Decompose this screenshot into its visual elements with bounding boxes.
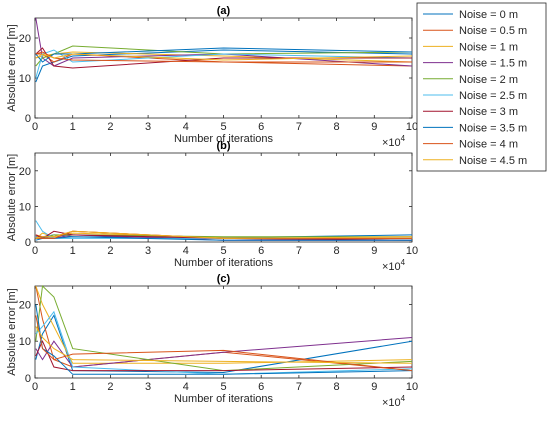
x-tick-label: 0 bbox=[32, 381, 38, 393]
series-line-9 bbox=[35, 53, 413, 61]
series-line-2 bbox=[35, 285, 413, 364]
series-line-9 bbox=[35, 230, 413, 239]
legend: Noise = 0 m Noise = 0.5 m Noise = 1 m Noise… bbox=[416, 2, 547, 172]
x-axis-label: Number of iterations bbox=[174, 257, 274, 269]
x-multiplier-exponent: 4 bbox=[401, 394, 406, 403]
x-multiplier: ×104 bbox=[382, 258, 406, 273]
x-tick-label: 3 bbox=[145, 121, 151, 133]
x-tick-label: 9 bbox=[371, 121, 377, 133]
x-tick-label: 3 bbox=[145, 245, 151, 257]
chart-panel-0: 0 1 2 3 4 5 6 7 8 9 10 0 10 20 (a) Number of iterations… bbox=[6, 5, 418, 149]
x-tick-label: 0 bbox=[32, 245, 38, 257]
legend-entry-4: Noise = 2 m bbox=[459, 74, 518, 86]
y-axis-label: Absolute error [m] bbox=[6, 154, 18, 241]
y-tick-label: 10 bbox=[19, 201, 31, 213]
x-tick-label: 5 bbox=[220, 381, 226, 393]
x-multiplier: ×104 bbox=[382, 134, 406, 149]
x-axis-label: Number of iterations bbox=[174, 133, 274, 145]
x-tick-label: 9 bbox=[371, 245, 377, 257]
legend-entry-7: Noise = 3.5 m bbox=[459, 122, 527, 134]
y-tick-label: 10 bbox=[19, 336, 31, 348]
plot-area bbox=[34, 17, 413, 119]
chart-title: (a) bbox=[217, 5, 231, 17]
x-tick-label: 6 bbox=[258, 381, 264, 393]
x-tick-label: 2 bbox=[107, 381, 113, 393]
x-tick-label: 1 bbox=[70, 381, 76, 393]
x-tick-label: 4 bbox=[183, 121, 189, 133]
x-tick-label: 10 bbox=[406, 245, 418, 257]
chart-panel-2: 0 1 2 3 4 5 6 7 8 9 10 0 10 20 (c) Number of iterations… bbox=[6, 273, 418, 409]
x-tick-label: 5 bbox=[220, 121, 226, 133]
series-line-1 bbox=[35, 285, 413, 372]
legend-entry-0: Noise = 0 m bbox=[459, 9, 518, 21]
x-axis-label: Number of iterations bbox=[174, 393, 274, 405]
x-tick-label: 8 bbox=[334, 245, 340, 257]
x-tick-label: 1 bbox=[70, 121, 76, 133]
x-tick-label: 7 bbox=[296, 381, 302, 393]
y-tick-label: 20 bbox=[19, 166, 31, 178]
x-tick-label: 2 bbox=[107, 245, 113, 257]
x-tick-label: 10 bbox=[406, 121, 418, 133]
legend-entry-6: Noise = 3 m bbox=[459, 106, 518, 118]
x-tick-label: 4 bbox=[183, 381, 189, 393]
x-tick-label: 6 bbox=[258, 121, 264, 133]
legend-entry-3: Noise = 1.5 m bbox=[459, 58, 527, 70]
series-line-8 bbox=[35, 51, 412, 63]
x-tick-label: 2 bbox=[107, 121, 113, 133]
x-tick-label: 7 bbox=[296, 121, 302, 133]
series-line-4 bbox=[35, 284, 413, 372]
x-tick-label: 8 bbox=[334, 381, 340, 393]
legend-entry-5: Noise = 2.5 m bbox=[459, 90, 527, 102]
x-tick-label: 9 bbox=[371, 381, 377, 393]
y-tick-label: 0 bbox=[25, 373, 31, 385]
legend-entry-1: Noise = 0.5 m bbox=[459, 25, 527, 37]
x-tick-label: 4 bbox=[183, 245, 189, 257]
x-tick-label: 7 bbox=[296, 245, 302, 257]
series-line-8 bbox=[35, 315, 413, 372]
x-multiplier-exponent: 4 bbox=[401, 134, 406, 143]
series-line-6 bbox=[35, 47, 412, 69]
chart-panel-1: 0 1 2 3 4 5 6 7 8 9 10 0 10 20 (b) Number of iterations… bbox=[6, 140, 418, 273]
y-axis-label: Absolute error [m] bbox=[6, 288, 18, 375]
x-multiplier-exponent: 4 bbox=[401, 258, 406, 267]
plot-area bbox=[34, 152, 413, 243]
x-tick-label: 8 bbox=[334, 121, 340, 133]
legend-box bbox=[416, 2, 547, 172]
x-tick-label: 6 bbox=[258, 245, 264, 257]
y-tick-label: 0 bbox=[25, 113, 31, 125]
chart-title: (c) bbox=[217, 273, 231, 285]
x-tick-label: 0 bbox=[32, 121, 38, 133]
x-tick-label: 10 bbox=[406, 381, 418, 393]
legend-entry-9: Noise = 4.5 m bbox=[459, 155, 527, 167]
y-tick-label: 0 bbox=[25, 237, 31, 249]
y-tick-label: 10 bbox=[19, 73, 31, 85]
chart-title: (b) bbox=[216, 140, 230, 152]
x-tick-label: 5 bbox=[220, 245, 226, 257]
series-line-9 bbox=[35, 326, 413, 364]
x-tick-label: 3 bbox=[145, 381, 151, 393]
y-tick-label: 20 bbox=[19, 299, 31, 311]
legend-entry-2: Noise = 1 m bbox=[459, 41, 518, 53]
y-tick-label: 20 bbox=[19, 33, 31, 45]
series-line-3 bbox=[35, 17, 413, 67]
x-tick-label: 1 bbox=[70, 245, 76, 257]
y-axis-label: Absolute error [m] bbox=[6, 24, 18, 111]
x-multiplier: ×104 bbox=[382, 394, 406, 409]
legend-entry-8: Noise = 4 m bbox=[459, 139, 518, 151]
series-line-7 bbox=[35, 47, 413, 63]
